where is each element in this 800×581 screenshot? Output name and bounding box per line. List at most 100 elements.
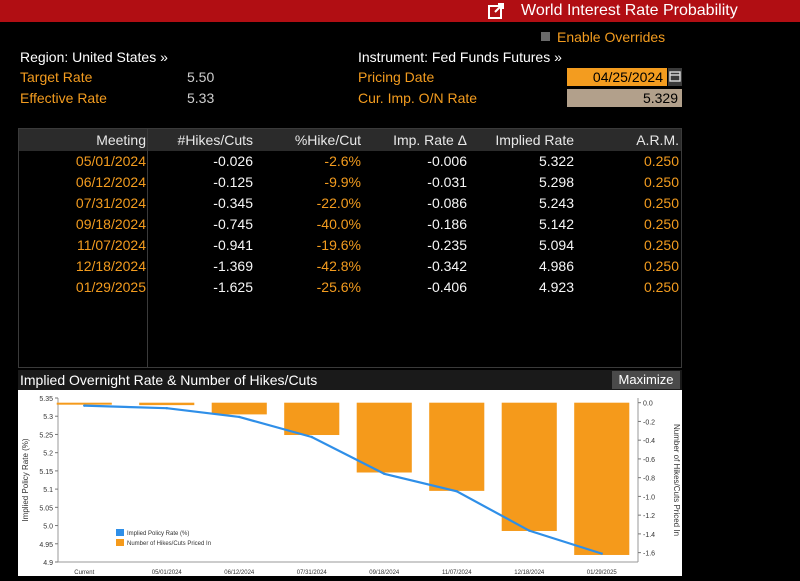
meetings-table: Meeting #Hikes/Cuts %Hike/Cut Imp. Rate … <box>18 128 682 368</box>
col-hikes-cuts[interactable]: #Hikes/Cuts <box>177 132 253 148</box>
external-link-icon[interactable] <box>487 2 505 20</box>
table-row[interactable]: 12/18/2024 -1.369 -42.8% -0.342 4.986 0.250 <box>19 256 681 276</box>
implied-rate-point <box>83 404 86 407</box>
right-axis-title: Number of Hikes/Cuts Priced In <box>672 424 681 536</box>
col-meeting[interactable]: Meeting <box>96 132 146 148</box>
implied-rate-point <box>600 552 603 555</box>
imp-rate-delta-value: -0.186 <box>427 216 467 232</box>
table-row[interactable]: 06/12/2024 -0.125 -9.9% -0.031 5.298 0.250 <box>19 172 681 192</box>
instrument-selector[interactable]: Instrument: Fed Funds Futures » <box>358 49 562 65</box>
right-tick-label: -1.2 <box>643 513 655 520</box>
meeting-date: 11/07/2024 <box>76 237 146 253</box>
left-tick-label: 5.25 <box>39 432 53 439</box>
table-row[interactable]: 01/29/2025 -1.625 -25.6% -0.406 4.923 0.250 <box>19 277 681 297</box>
pricing-date-label: Pricing Date <box>358 69 435 85</box>
hikes-cuts-value: -1.625 <box>213 279 253 295</box>
window-title: World Interest Rate Probability <box>521 2 738 19</box>
cur-imp-rate-label: Cur. Imp. O/N Rate <box>358 90 478 106</box>
meeting-date: 01/29/2025 <box>75 279 146 295</box>
table-header: Meeting #Hikes/Cuts %Hike/Cut Imp. Rate … <box>19 129 681 151</box>
hikes-cuts-bar <box>211 402 267 415</box>
cur-imp-rate-field[interactable]: 5.329 <box>567 89 682 107</box>
right-tick-label: -1.4 <box>643 532 655 539</box>
chart-panel-header <box>18 370 682 390</box>
right-tick-label: -1.0 <box>643 494 655 501</box>
pct-hike-cut-value: -22.0% <box>316 195 361 211</box>
pct-hike-cut-value: -2.6% <box>324 153 361 169</box>
meeting-date: 05/01/2024 <box>75 153 146 169</box>
implied-rate-line <box>84 404 603 555</box>
pricing-date-input[interactable]: 04/25/2024 <box>567 68 667 86</box>
implied-rate-point <box>455 490 458 493</box>
table-row[interactable]: 11/07/2024 -0.941 -19.6% -0.235 5.094 0.250 <box>19 235 681 255</box>
col-implied-rate[interactable]: Implied Rate <box>495 132 574 148</box>
enable-overrides-checkbox[interactable] <box>541 32 550 41</box>
imp-rate-delta-value: -0.006 <box>427 153 467 169</box>
implied-rate-value: 5.243 <box>538 195 574 211</box>
calendar-icon[interactable] <box>668 68 682 86</box>
effective-rate-value: 5.33 <box>187 90 215 106</box>
implied-rate-point <box>528 529 531 532</box>
right-tick-label: -0.4 <box>643 438 655 445</box>
hikes-cuts-bar <box>139 402 195 406</box>
right-tick-label: -0.6 <box>643 457 655 464</box>
hikes-cuts-value: -1.369 <box>213 258 253 274</box>
pct-hike-cut-value: -40.0% <box>316 216 361 232</box>
x-tick-label: 11/07/2024 <box>442 570 472 576</box>
hikes-cuts-bar <box>56 402 112 405</box>
implied-rate-point <box>383 472 386 476</box>
imp-rate-delta-value: -0.406 <box>427 279 467 295</box>
hikes-cuts-bar <box>429 402 485 491</box>
target-rate-value: 5.50 <box>187 69 215 85</box>
pct-hike-cut-value: -19.6% <box>316 237 361 253</box>
hikes-cuts-value: -0.125 <box>213 174 253 190</box>
implied-rate-value: 4.986 <box>538 258 574 274</box>
effective-rate-label: Effective Rate <box>20 90 107 106</box>
hikes-cuts-bar <box>501 402 557 531</box>
meeting-date: 07/31/2024 <box>75 195 146 211</box>
rate-chart: 5.35 5.3 5.25 5.2 5.15 5.1 5.05 5.0 4.95 4.9 0.0 -0… <box>18 390 682 576</box>
left-tick-label: 5.05 <box>39 505 53 512</box>
implied-rate-point <box>165 407 168 410</box>
right-tick-label: -1.6 <box>643 551 655 558</box>
left-tick-label: 5.3 <box>43 414 53 421</box>
implied-rate-point <box>310 435 313 439</box>
col-pct-hike-cut[interactable]: %Hike/Cut <box>294 132 361 148</box>
pct-hike-cut-value: -9.9% <box>324 174 361 190</box>
left-tick-label: 5.2 <box>43 451 53 458</box>
right-tick-label: 0.0 <box>643 401 653 408</box>
legend-label-hikes: Number of Hikes/Cuts Priced In <box>127 541 211 547</box>
imp-rate-delta-value: -0.031 <box>427 174 467 190</box>
chart-area: 5.35 5.3 5.25 5.2 5.15 5.1 5.05 5.0 4.95 4.9 0.0 -0… <box>18 390 682 576</box>
arm-value: 0.250 <box>643 195 679 211</box>
x-tick-label: 07/31/2024 <box>297 570 328 576</box>
pct-hike-cut-value: -25.6% <box>316 279 361 295</box>
col-arm[interactable]: A.R.M. <box>636 132 679 148</box>
imp-rate-delta-value: -0.086 <box>427 195 467 211</box>
imp-rate-delta-value: -0.342 <box>427 258 467 274</box>
arm-value: 0.250 <box>643 153 679 169</box>
left-tick-label: 4.9 <box>43 560 53 567</box>
left-tick-label: 4.95 <box>39 542 53 549</box>
col-imp-rate-delta[interactable]: Imp. Rate Δ <box>393 132 467 148</box>
left-axis-title: Implied Policy Rate (%) <box>21 438 30 521</box>
imp-rate-delta-value: -0.235 <box>427 237 467 253</box>
pct-hike-cut-value: -42.8% <box>316 258 361 274</box>
table-row[interactable]: 05/01/2024 -0.026 -2.6% -0.006 5.322 0.250 <box>19 151 681 171</box>
hikes-cuts-value: -0.941 <box>213 237 253 253</box>
region-selector[interactable]: Region: United States » <box>20 49 168 65</box>
maximize-button[interactable]: Maximize <box>612 371 680 389</box>
table-row[interactable]: 09/18/2024 -0.745 -40.0% -0.186 5.142 0.250 <box>19 214 681 234</box>
table-row[interactable]: 07/31/2024 -0.345 -22.0% -0.086 5.243 0.250 <box>19 193 681 213</box>
hikes-cuts-bar <box>284 402 340 436</box>
implied-rate-value: 5.298 <box>538 174 574 190</box>
arm-value: 0.250 <box>643 237 679 253</box>
hikes-cuts-value: -0.745 <box>213 216 253 232</box>
target-rate-label: Target Rate <box>20 69 93 85</box>
x-tick-label: 12/18/2024 <box>514 570 545 576</box>
enable-overrides-label[interactable]: Enable Overrides <box>557 29 666 45</box>
implied-rate-value: 5.142 <box>538 216 574 232</box>
right-tick-label: -0.2 <box>643 419 655 426</box>
x-tick-label: 09/18/2024 <box>369 570 400 576</box>
hikes-cuts-bar <box>356 402 412 473</box>
